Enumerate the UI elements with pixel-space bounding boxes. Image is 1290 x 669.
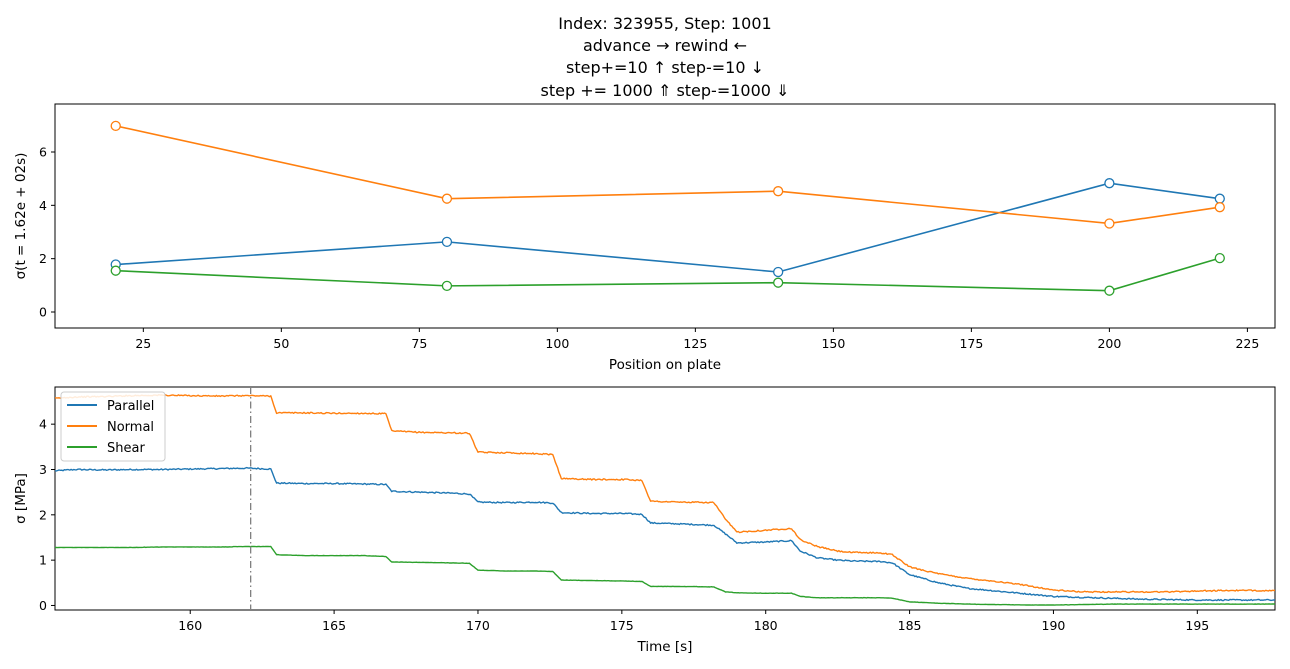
plot-frame <box>54 386 1276 611</box>
data-point-shear <box>441 280 453 292</box>
x-tick-label: 200 <box>1097 336 1121 351</box>
x-tick-label: 180 <box>754 618 778 633</box>
y-tick-label: 2 <box>39 507 47 522</box>
series-line-shear <box>115 257 1221 292</box>
x-tick-label: 175 <box>610 618 634 633</box>
y-tick-label: 0 <box>39 598 47 613</box>
series-line-normal <box>115 125 1220 225</box>
title-line-2: advance → rewind ← <box>583 36 747 55</box>
legend: Parallel Normal Shear <box>60 391 166 462</box>
title-line-3: step+=10 ↑ step-=10 ↓ <box>566 58 764 77</box>
y-axis-label: σ [MPa] <box>13 473 29 524</box>
x-tick-label: 125 <box>683 336 707 351</box>
x-tick-label: 75 <box>411 336 427 351</box>
y-tick-label: 3 <box>39 462 47 477</box>
legend-label-normal: Normal <box>107 420 154 435</box>
data-point-normal <box>1214 202 1225 213</box>
x-tick-label: 195 <box>1185 618 1209 633</box>
data-point-normal <box>773 186 784 197</box>
plot-area <box>55 387 1275 610</box>
title-line-4: step += 1000 ⇑ step-=1000 ⇓ <box>541 81 790 100</box>
data-point-normal <box>1104 218 1115 229</box>
x-tick-label: 190 <box>1042 618 1066 633</box>
data-point-parallel <box>441 236 453 248</box>
x-tick-label: 100 <box>545 336 569 351</box>
series-line-shear <box>55 545 1275 606</box>
x-tick-label: 185 <box>898 618 922 633</box>
x-tick-label: 150 <box>821 336 845 351</box>
y-tick-label: 6 <box>39 145 47 160</box>
time-series-plot: 160 165 170 175 180 185 190 195 0 1 2 3 4 Time [s] σ [… <box>13 386 1276 655</box>
data-point-shear <box>773 277 784 288</box>
series-line-parallel <box>55 466 1275 602</box>
y-axis-label: σ(t = 1.62e + 02s) <box>13 153 29 280</box>
legend-label-shear: Shear <box>107 441 145 456</box>
legend-label-parallel: Parallel <box>107 399 154 414</box>
x-tick-label: 170 <box>466 618 490 633</box>
plot-frame <box>54 103 1276 329</box>
series-line-normal <box>55 393 1275 594</box>
x-tick-label: 175 <box>959 336 983 351</box>
y-tick-label: 4 <box>39 198 47 213</box>
x-tick-label: 160 <box>178 618 202 633</box>
data-point-parallel <box>1104 178 1115 189</box>
legend-box <box>60 391 166 462</box>
title-line-1: Index: 323955, Step: 1001 <box>558 14 771 33</box>
y-tick-label: 0 <box>39 305 47 320</box>
y-tick-label: 1 <box>39 553 47 568</box>
x-tick-label: 225 <box>1235 336 1259 351</box>
series-line-parallel <box>115 182 1220 273</box>
x-tick-label: 165 <box>322 618 346 633</box>
figure-title: Index: 323955, Step: 1001 advance → rewi… <box>541 14 790 100</box>
x-axis-label: Position on plate <box>609 357 721 373</box>
y-tick-label: 2 <box>39 251 47 266</box>
data-point-normal <box>441 193 453 204</box>
data-point-shear <box>110 265 121 276</box>
data-point-normal <box>110 120 121 132</box>
data-point-shear <box>1214 252 1225 264</box>
data-point-shear <box>1104 285 1115 296</box>
x-axis-label: Time [s] <box>637 639 693 655</box>
x-tick-label: 25 <box>135 336 151 351</box>
position-plot: 25 50 75 100 125 150 175 200 225 0 2 4 6 Position on … <box>13 103 1276 373</box>
x-tick-label: 50 <box>273 336 289 351</box>
data-point-parallel <box>773 266 784 278</box>
y-tick-label: 4 <box>39 417 47 432</box>
data-point-parallel <box>1214 193 1225 204</box>
